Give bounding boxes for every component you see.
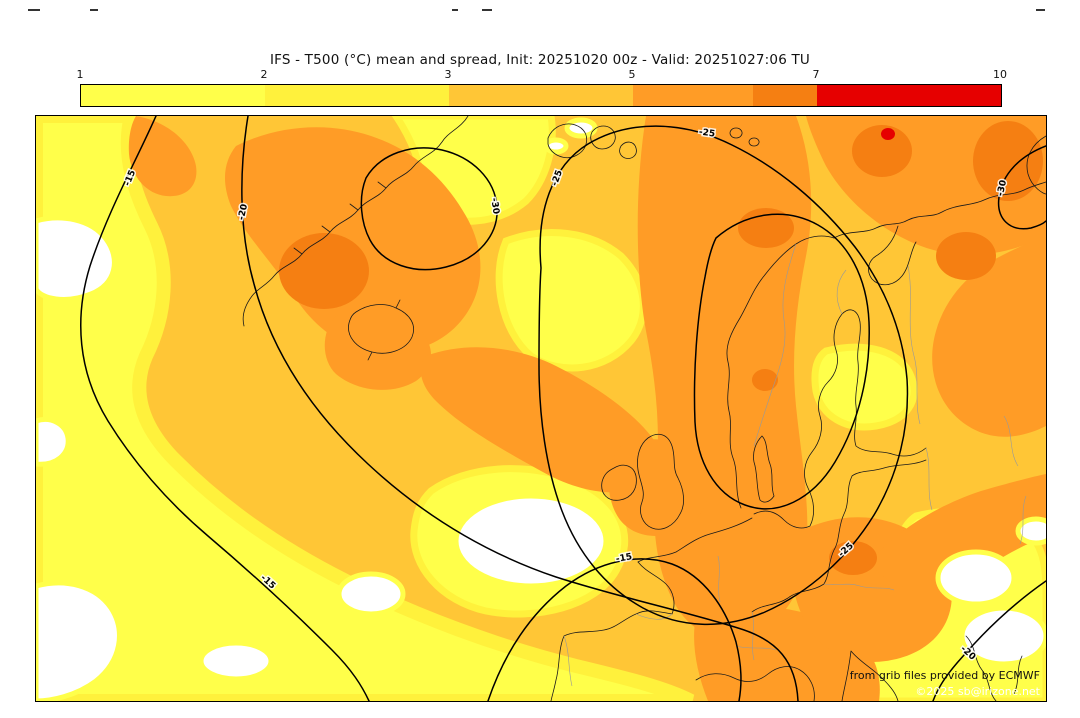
frame-tick: [1036, 9, 1045, 11]
norway-coast: [726, 235, 835, 509]
spread-region-7-10: [852, 125, 912, 177]
credit-source: from grib files provided by ECMWF: [849, 669, 1040, 682]
contour-label: -25: [698, 127, 715, 139]
northsea-coast: [637, 517, 753, 563]
france-iberia-coast: [550, 561, 675, 701]
contour-minus-15-west: [80, 116, 370, 701]
colorbar-segment: [816, 85, 1001, 106]
spread-region-1-2: [811, 343, 918, 431]
frame-tick: [452, 9, 458, 11]
contour-minus-20-southeast: [932, 580, 1046, 701]
colorbar-segment: [633, 85, 753, 106]
spread-region-7-10: [829, 541, 877, 575]
contour-label: -15: [615, 552, 633, 565]
colorbar-tick: 7: [812, 68, 820, 81]
spread-region-7-10: [752, 369, 778, 391]
spread-region-5-7: [637, 116, 812, 639]
colorbar-segment: [752, 85, 817, 106]
spread-region-lt-1-group: [36, 117, 1046, 701]
svalbard-coast: [547, 123, 637, 159]
contour-minus-30-iceland-loop: [360, 147, 498, 271]
credit-copyright: ©2025 sb@irizone.net: [915, 685, 1040, 698]
frame-tick: [482, 9, 492, 11]
contour-minus-20-main: [241, 116, 799, 701]
greenland-coast: [242, 116, 469, 327]
spread-region-7-10: [936, 232, 996, 280]
spread-region-gt-10: [881, 128, 895, 140]
contour-label: -30: [488, 197, 500, 214]
colorbar-tick: 3: [444, 68, 452, 81]
greenland-fjords: [293, 181, 387, 255]
spread-region-5-7: [932, 236, 1046, 437]
contour-minus-30-east: [997, 145, 1046, 230]
arctic-islands-coast: [729, 127, 1046, 195]
iceland-coast: [348, 299, 414, 361]
chart-title: IFS - T500 (°C) mean and spread, Init: 2…: [269, 52, 811, 68]
colorbar-segment: [81, 85, 265, 106]
spread-region-7-10: [973, 121, 1043, 201]
colorbar-tick: 1: [76, 68, 84, 81]
mediterranean-coast: [695, 650, 899, 701]
colorbar-segment: [449, 85, 633, 106]
spread-region-5-7: [224, 127, 481, 353]
colorbar-tick: 2: [260, 68, 268, 81]
frame-tick: [28, 9, 40, 11]
spread-region-5-7: [871, 474, 1046, 593]
spread-region-5-7: [128, 116, 197, 197]
baltic-coast: [753, 309, 927, 529]
colorbar: [80, 84, 1002, 107]
weather-map-svg: -15 -15 -15 -20 -20 -25 -25 -25 -30 -30: [36, 116, 1046, 701]
colorbar-segment: [265, 85, 449, 106]
map-area: -15 -15 -15 -20 -20 -25 -25 -25 -30 -30 …: [35, 115, 1047, 702]
spread-region-5-7: [324, 311, 432, 390]
coastlines: [242, 116, 1046, 701]
contour-lines: [80, 116, 1046, 701]
spread-regions: [36, 116, 1046, 701]
country-borders: [563, 243, 1027, 687]
contour-minus-25-loop: [538, 125, 909, 625]
contour-inner-loop: [693, 213, 870, 510]
colorbar-ticks: 1 2 3 5 7 10: [76, 68, 1008, 81]
spread-region-5-7: [608, 439, 709, 537]
ireland-coast: [601, 464, 637, 501]
colorbar-tick: 10: [993, 68, 1007, 81]
baltic-south-coast: [751, 459, 927, 613]
colorbar-tick: 5: [628, 68, 636, 81]
spread-region-1-2: [495, 229, 647, 372]
denmark-coast: [753, 435, 775, 503]
spread-region-1-2: [36, 116, 695, 701]
britain-coast: [637, 433, 684, 530]
frame-tick: [90, 9, 98, 11]
contour-minus-15-south: [487, 558, 742, 701]
spread-region-7-10: [279, 233, 369, 309]
kola-whitesea-coast: [833, 181, 1046, 286]
